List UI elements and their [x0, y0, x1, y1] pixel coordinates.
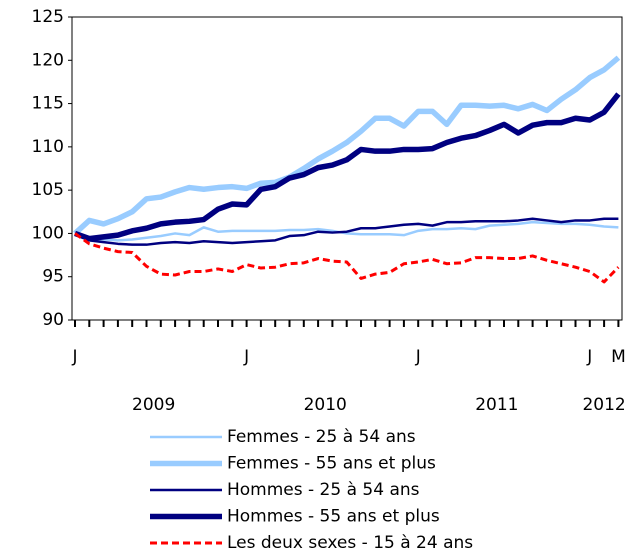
year-label: 2009: [132, 395, 175, 415]
y-tick-label: 125: [32, 7, 64, 27]
legend-label: Femmes - 55 ans et plus: [227, 454, 436, 474]
y-tick-label: 100: [32, 223, 64, 243]
legend-label: Femmes - 25 à 54 ans: [227, 427, 416, 447]
series-line: [74, 217, 619, 246]
legend-label: Les deux sexes - 15 à 24 ans: [227, 533, 473, 553]
legend-label: Hommes - 55 ans et plus: [227, 507, 440, 527]
legend-label: Hommes - 25 à 54 ans: [227, 480, 420, 500]
plot-frame: [71, 16, 623, 321]
series-line: [74, 232, 620, 284]
x-tick-label: J: [243, 347, 249, 367]
year-label: 2010: [304, 395, 347, 415]
x-tick-label: J: [71, 347, 77, 367]
y-tick-label: 110: [32, 137, 64, 157]
series-line: [74, 220, 619, 242]
y-tick-label: 120: [32, 50, 64, 70]
y-tick-label: 90: [42, 310, 64, 330]
y-tick-label: 115: [32, 94, 64, 114]
year-label: 2011: [475, 395, 518, 415]
year-label: 2012: [582, 395, 625, 415]
series-line: [74, 92, 621, 242]
x-tick-label: M: [611, 347, 626, 367]
x-tick-label: J: [586, 347, 592, 367]
y-tick-label: 105: [32, 180, 64, 200]
series-line: [73, 55, 621, 236]
x-tick-label: J: [415, 347, 421, 367]
y-tick-label: 95: [42, 267, 64, 287]
